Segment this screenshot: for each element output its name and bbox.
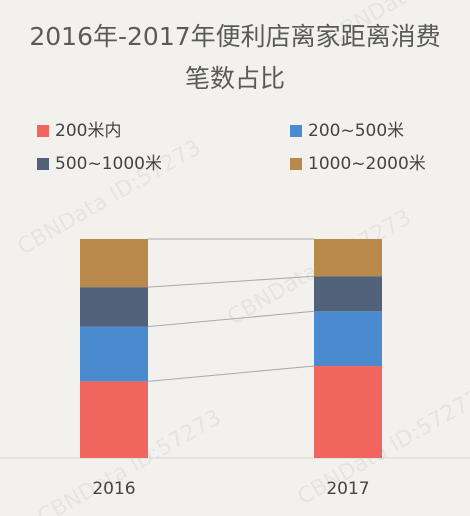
bar-segment — [80, 381, 148, 458]
bar-segment — [80, 326, 148, 382]
connector-line — [147, 275, 315, 288]
x-tick-label: 2017 — [326, 479, 369, 499]
legend-label: 200~500米 — [308, 121, 404, 141]
bar-segment — [80, 287, 148, 327]
legend-swatch — [37, 125, 49, 137]
connector-line — [147, 310, 315, 328]
chart-title: 2016年-2017年便利店离家距离消费笔数占比 — [29, 22, 441, 93]
legend-label: 500~1000米 — [55, 154, 162, 174]
legend-label: 1000~2000米 — [308, 154, 426, 174]
bar-segment — [314, 311, 382, 367]
legend-swatch — [37, 158, 49, 170]
legend-swatch — [290, 158, 302, 170]
bar-segment — [314, 239, 382, 277]
legend-label: 200米内 — [55, 121, 121, 141]
bar-segment — [314, 276, 382, 312]
x-tick-label: 2016 — [92, 479, 135, 499]
bar-segment — [80, 239, 148, 288]
connector-line — [147, 365, 315, 382]
bar-segment — [314, 366, 382, 458]
legend-swatch — [290, 125, 302, 137]
